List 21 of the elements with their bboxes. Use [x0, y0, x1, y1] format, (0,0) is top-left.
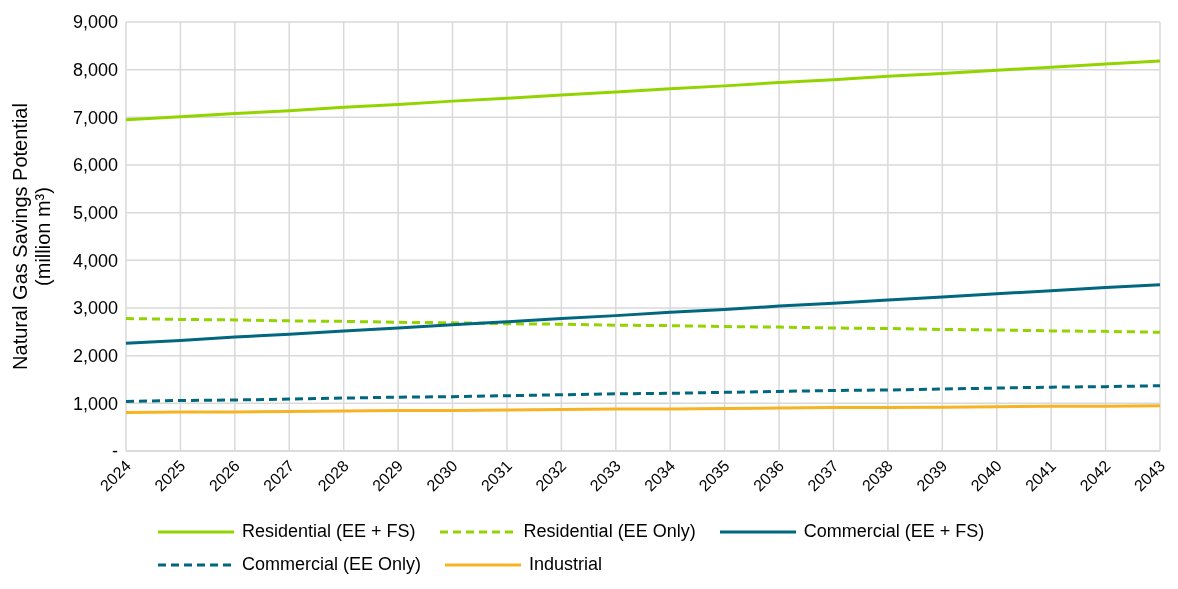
y-tick-label: 4,000	[72, 250, 118, 271]
y-tick-label: 5,000	[72, 203, 118, 224]
line-series	[124, 316, 1162, 334]
line-series	[124, 283, 1162, 345]
legend-label: Industrial	[529, 554, 603, 575]
y-tick-label: 8,000	[72, 60, 118, 81]
y-tick-label: 3,000	[72, 298, 118, 319]
legend-label: Commercial (EE + FS)	[803, 521, 985, 542]
y-tick-label: -	[112, 441, 118, 462]
y-tick-label: 1,000	[72, 393, 118, 414]
y-tick-label: 7,000	[72, 107, 118, 128]
y-tick-label: 9,000	[72, 12, 118, 33]
y-tick-label: 2,000	[72, 346, 118, 367]
line-series	[124, 59, 1162, 122]
line-series	[124, 384, 1162, 403]
y-tick-label: 6,000	[72, 155, 118, 176]
legend-label: Residential (EE Only)	[523, 521, 696, 542]
y-axis-title: Natural Gas Savings Potential (million m³)	[9, 103, 54, 370]
legend-label: Commercial (EE Only)	[242, 554, 422, 575]
legend-label: Residential (EE + FS)	[242, 521, 416, 542]
line-series	[124, 404, 1162, 414]
